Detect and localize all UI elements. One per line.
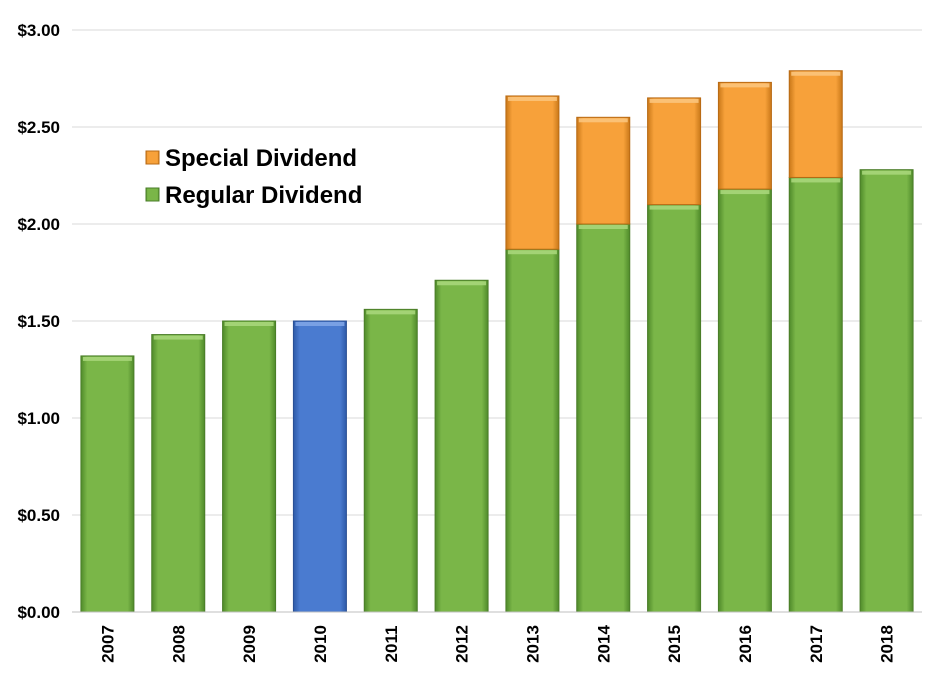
x-tick-label: 2016 bbox=[736, 625, 755, 663]
bar-regular-2018 bbox=[859, 169, 914, 613]
y-tick-label: $0.50 bbox=[17, 506, 60, 525]
legend-label-regular: Regular Dividend bbox=[165, 182, 362, 209]
bar-special-bevel bbox=[720, 83, 770, 88]
bar-regular-bevel bbox=[82, 356, 132, 361]
x-tick-label: 2014 bbox=[594, 625, 613, 663]
bar-regular-bevel bbox=[437, 281, 487, 286]
y-tick-label: $1.00 bbox=[17, 409, 60, 428]
y-tick-label: $3.00 bbox=[17, 21, 60, 40]
bar-regular-2010 bbox=[292, 320, 347, 613]
bar-regular-2014 bbox=[576, 223, 631, 613]
bar-regular-2015 bbox=[647, 204, 702, 613]
bar-special-bevel bbox=[507, 96, 557, 101]
x-tick-label: 2018 bbox=[878, 625, 897, 663]
legend: Special Dividend Regular Dividend bbox=[145, 145, 362, 209]
bar-regular-bevel bbox=[295, 322, 345, 326]
bar-regular-bevel bbox=[578, 225, 628, 229]
bar-regular-2016 bbox=[717, 188, 772, 613]
y-tick-label: $1.50 bbox=[17, 312, 60, 331]
x-tick-label: 2010 bbox=[311, 625, 330, 663]
x-tick-label: 2011 bbox=[382, 626, 401, 663]
x-tick-label: 2013 bbox=[523, 625, 542, 663]
bar-regular-bevel bbox=[224, 322, 274, 326]
x-tick-label: 2008 bbox=[169, 625, 188, 663]
x-axis: 2007 2008 2009 2010 2011 2012 2013 2014 2015 2016… bbox=[72, 611, 922, 663]
bar-regular-2017 bbox=[788, 176, 843, 613]
bar-regular-bevel bbox=[862, 170, 912, 175]
x-tick-label: 2009 bbox=[240, 625, 259, 663]
y-tick-label: $0.00 bbox=[17, 603, 60, 622]
bar-special-2017 bbox=[788, 70, 843, 178]
y-tick-label: $2.00 bbox=[17, 215, 60, 234]
bar-special-bevel bbox=[578, 118, 628, 123]
bar-regular-2013 bbox=[505, 248, 560, 613]
y-tick-label: $2.50 bbox=[17, 118, 60, 137]
gridlines bbox=[72, 29, 922, 613]
bar-regular-bevel bbox=[366, 310, 416, 315]
bar-special-2016 bbox=[717, 81, 772, 190]
legend-label-special: Special Dividend bbox=[165, 145, 357, 172]
bar-special-bevel bbox=[791, 71, 841, 76]
bar-regular-2009 bbox=[222, 320, 277, 613]
bar-regular-bevel bbox=[507, 250, 557, 255]
legend-swatch-special bbox=[145, 150, 160, 165]
y-axis: $0.00 $0.50 $1.00 $1.50 $2.00 $2.50 $3.00 bbox=[17, 21, 60, 622]
bar-regular-bevel bbox=[649, 205, 699, 210]
bar-special-2014 bbox=[576, 116, 631, 225]
bar-special-2013 bbox=[505, 95, 560, 250]
bars bbox=[80, 70, 914, 613]
bar-regular-2007 bbox=[80, 355, 135, 613]
bar-special-bevel bbox=[649, 98, 699, 103]
bar-regular-bevel bbox=[720, 190, 770, 195]
legend-swatch-regular bbox=[145, 187, 160, 202]
bar-special-2015 bbox=[647, 97, 702, 206]
x-tick-label: 2015 bbox=[665, 625, 684, 663]
x-tick-label: 2007 bbox=[98, 625, 117, 663]
x-tick-label: 2017 bbox=[807, 625, 826, 663]
bar-regular-bevel bbox=[791, 178, 841, 183]
bar-regular-bevel bbox=[153, 335, 203, 340]
bar-regular-2011 bbox=[363, 308, 418, 613]
x-tick-label: 2012 bbox=[453, 625, 472, 663]
bar-regular-2012 bbox=[434, 279, 489, 613]
bar-regular-2008 bbox=[151, 334, 206, 613]
